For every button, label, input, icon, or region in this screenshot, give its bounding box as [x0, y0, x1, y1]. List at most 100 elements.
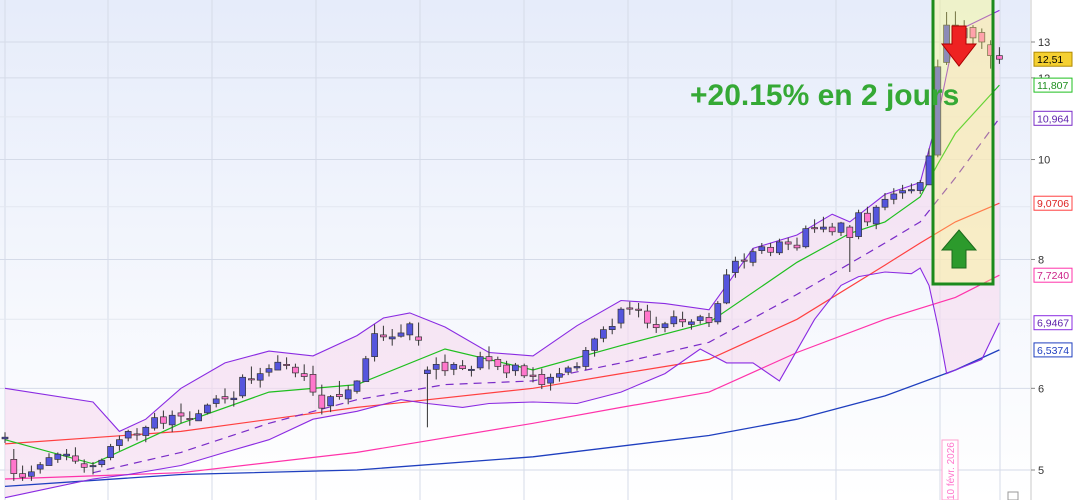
candle-body — [529, 374, 537, 377]
candle-body — [820, 226, 827, 230]
candle-body — [679, 318, 686, 323]
candle — [688, 319, 695, 330]
candle — [520, 363, 528, 379]
candle-body — [1, 436, 9, 440]
candle — [582, 347, 590, 371]
candle — [784, 237, 792, 251]
candle-body — [776, 241, 783, 254]
candle-body — [239, 376, 246, 397]
candle-body — [617, 308, 625, 324]
candle-body — [432, 364, 440, 370]
candle-body — [688, 321, 695, 325]
candle-body — [98, 459, 106, 466]
candle-body — [186, 418, 194, 420]
candle-body — [450, 364, 458, 370]
candle-body — [758, 246, 766, 251]
candle-body — [142, 426, 150, 436]
candle-body — [600, 329, 607, 339]
price-tag-box — [1033, 77, 1073, 93]
candle — [318, 384, 326, 415]
candle-body — [723, 274, 730, 304]
candle — [336, 380, 343, 400]
candle — [547, 373, 554, 391]
candle-body — [168, 414, 176, 426]
price-tag-box — [1033, 342, 1073, 358]
candle-body — [441, 361, 449, 372]
candle-body — [846, 226, 854, 238]
candle — [934, 59, 942, 158]
candle — [204, 403, 211, 415]
price-axis[interactable]: 568101213 — [1030, 0, 1050, 500]
candle-body — [538, 374, 546, 385]
candle-body — [591, 338, 598, 351]
axis-tick-label: 5 — [1038, 465, 1044, 477]
candle — [36, 462, 44, 474]
candle — [362, 355, 370, 383]
candle — [635, 302, 642, 318]
candle-body — [63, 453, 70, 457]
candle-body — [899, 190, 906, 194]
annotation-overlay: +20.15% en 2 jours 10 févr. 2026 — [690, 0, 995, 500]
candle-body — [459, 365, 466, 369]
candle-body — [908, 189, 915, 192]
candle — [274, 355, 282, 371]
candle — [811, 219, 818, 233]
candle-body — [318, 394, 326, 409]
candle — [793, 237, 801, 251]
candle-body — [248, 378, 255, 381]
candle — [661, 321, 669, 333]
candle — [72, 447, 79, 464]
candle — [107, 443, 114, 461]
candle — [195, 409, 202, 422]
candle — [538, 368, 546, 390]
candle — [327, 395, 334, 413]
candle — [723, 269, 730, 305]
candle-body — [230, 397, 238, 401]
candle-body — [336, 393, 343, 397]
arrow-up-icon — [940, 229, 978, 269]
grid — [0, 0, 1030, 500]
candle-body — [72, 455, 79, 462]
candle-body — [740, 259, 748, 262]
candle-body — [547, 376, 554, 384]
candle — [679, 311, 686, 328]
price-tag-value: 12,51 — [1037, 54, 1063, 66]
candle-body — [327, 396, 334, 407]
candle-body — [864, 212, 871, 223]
candle — [573, 362, 581, 371]
candle-body — [925, 155, 933, 186]
scroll-handle[interactable] — [1007, 491, 1019, 500]
candle — [732, 256, 739, 278]
indicator-lines — [4, 9, 1000, 499]
candle-body — [714, 303, 722, 323]
axis-tick-label: 10 — [1038, 155, 1050, 167]
candle-body — [705, 317, 713, 323]
candle-body — [802, 228, 810, 248]
price-tag-ma20: 11,807 — [1033, 77, 1073, 93]
candle — [19, 465, 26, 481]
candle — [248, 366, 255, 384]
price-tag-value: 6,9467 — [1037, 318, 1069, 330]
candle — [353, 380, 361, 394]
candle-body — [89, 465, 97, 468]
candle — [644, 304, 651, 329]
candle-body — [652, 324, 660, 329]
candle-body — [160, 416, 167, 424]
candle — [177, 403, 185, 424]
candle-body — [916, 182, 924, 191]
candle — [696, 314, 704, 324]
candle — [239, 374, 246, 399]
candle-body — [204, 404, 211, 414]
candle-body — [397, 332, 405, 337]
candle — [160, 410, 167, 429]
candle-body — [221, 396, 229, 400]
price-tags: 12,51 11,807 10,964 9,0706 7,7240 6,9467 6,537… — [1033, 51, 1073, 358]
candle — [512, 362, 519, 376]
candle-body — [494, 359, 502, 367]
candle — [908, 183, 915, 194]
candle-body — [212, 398, 220, 404]
price-tag-value: 7,7240 — [1037, 270, 1069, 282]
price-tag-value: 10,964 — [1037, 113, 1069, 125]
candle-body — [300, 373, 308, 377]
